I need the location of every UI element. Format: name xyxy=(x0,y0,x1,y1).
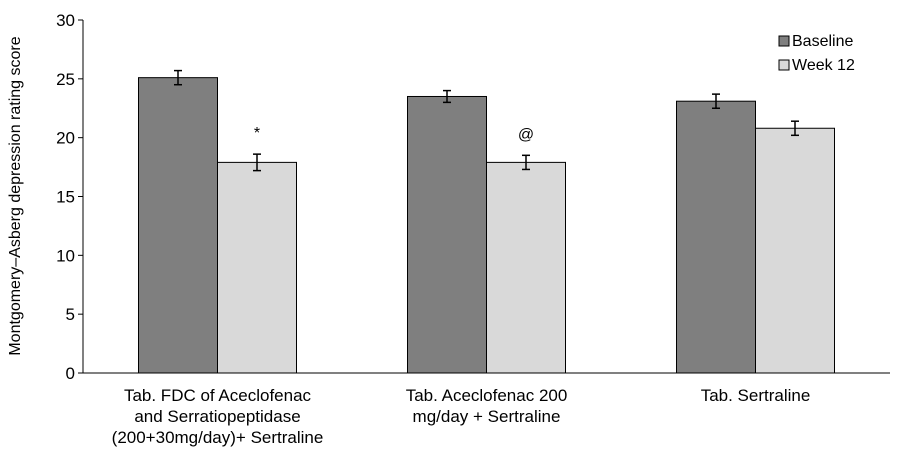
bar-week-12 xyxy=(217,161,297,374)
legend-label: Baseline xyxy=(792,33,853,50)
bar-baseline xyxy=(407,95,487,374)
significance-marker: * xyxy=(254,125,260,142)
bar-week-12 xyxy=(486,161,566,374)
bar-week-12 xyxy=(755,127,835,374)
legend: Baseline Week 12 xyxy=(778,33,855,74)
x-tick-label: Tab. FDC of Aceclofenac and Serratiopepti… xyxy=(112,386,324,447)
bars-group: Tab. FDC of Aceclofenac and Serratiopepti… xyxy=(112,69,835,447)
legend-swatch xyxy=(778,35,790,47)
x-tick-label: Tab. Sertraline xyxy=(701,386,811,405)
y-tick-label: 15 xyxy=(56,188,75,207)
y-tick-label: 0 xyxy=(66,364,75,383)
legend-label: Week 12 xyxy=(792,57,855,74)
y-tick-label: 30 xyxy=(56,11,75,30)
significance-marker: @ xyxy=(518,126,534,143)
y-tick-label: 25 xyxy=(56,70,75,89)
x-tick-label: Tab. Aceclofenac 200 mg/day + Sertraline xyxy=(406,386,568,426)
y-tick-label: 5 xyxy=(66,305,75,324)
bar-baseline xyxy=(138,77,218,374)
y-tick-label: 20 xyxy=(56,129,75,148)
y-axis-label: Montgomery–Asberg depression rating scor… xyxy=(7,36,24,355)
legend-swatch xyxy=(778,59,790,71)
y-tick-label: 10 xyxy=(56,246,75,265)
bar-baseline xyxy=(676,100,756,374)
